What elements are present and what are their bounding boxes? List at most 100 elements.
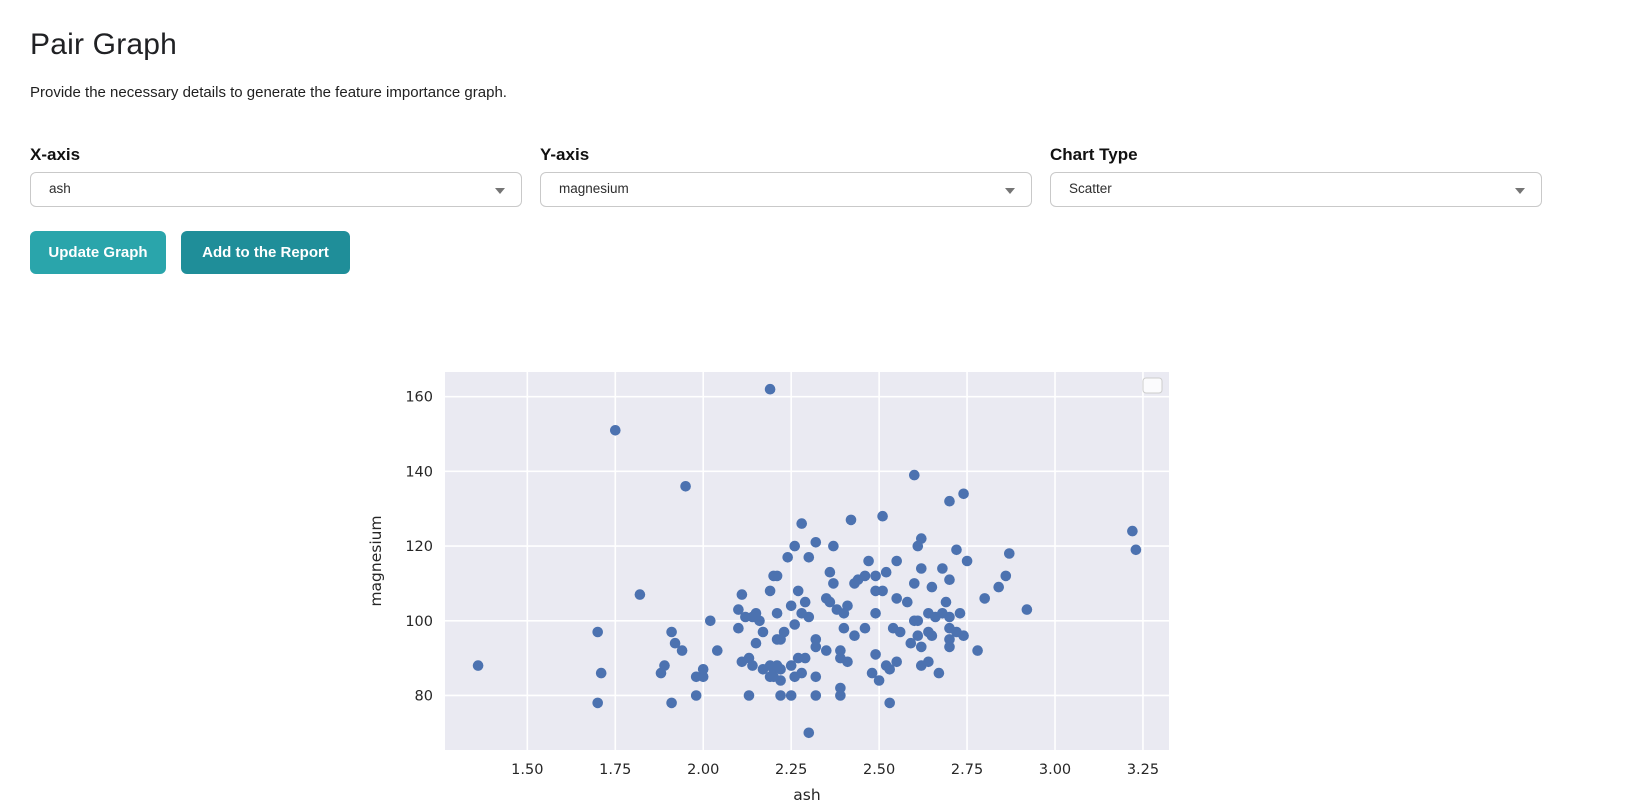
- data-point: [849, 578, 860, 589]
- data-point: [891, 656, 902, 668]
- data-point: [733, 622, 744, 634]
- data-point: [803, 611, 815, 623]
- data-point: [472, 660, 484, 671]
- x-tick-label: 1.75: [599, 762, 631, 778]
- data-point: [789, 619, 800, 630]
- data-point: [916, 641, 927, 653]
- data-point: [764, 383, 776, 395]
- data-point: [838, 622, 850, 634]
- chart-type-selected-value: Scatter: [1069, 181, 1112, 196]
- data-point: [690, 690, 702, 701]
- data-point: [884, 697, 895, 709]
- data-point: [743, 690, 755, 701]
- y-tick-label: 120: [405, 539, 433, 555]
- x-tick-label: 2.00: [687, 762, 719, 778]
- data-point: [926, 581, 938, 593]
- data-point: [849, 630, 860, 641]
- data-point: [835, 690, 846, 701]
- data-point: [838, 608, 850, 619]
- x-tick-label: 2.50: [863, 762, 895, 778]
- y-axis-title: magnesium: [367, 515, 385, 606]
- data-point: [944, 574, 955, 585]
- data-point: [944, 634, 955, 645]
- data-point: [873, 675, 885, 686]
- data-point: [775, 675, 786, 686]
- data-point: [712, 645, 723, 656]
- data-point: [705, 615, 716, 627]
- data-point: [754, 615, 765, 627]
- scatter-plot-svg: 1.50 1.75 2.00 2.25 2.50 2.75 3.00 3.25 80 100 120…: [367, 372, 1169, 804]
- data-point: [757, 626, 769, 638]
- y-tick-label: 100: [405, 614, 433, 630]
- scatter-chart: 1.50 1.75 2.00 2.25 2.50 2.75 3.00 3.25 80 100 120…: [355, 345, 1185, 805]
- data-point: [697, 664, 709, 675]
- data-point: [680, 481, 691, 492]
- data-point: [842, 656, 853, 668]
- data-point: [835, 682, 846, 694]
- data-point: [810, 690, 822, 701]
- data-point: [859, 570, 871, 582]
- data-point: [676, 645, 688, 656]
- data-point: [954, 608, 966, 619]
- data-point: [1004, 548, 1015, 559]
- data-point: [958, 630, 969, 641]
- data-point: [810, 641, 822, 653]
- data-point: [926, 630, 938, 641]
- data-point: [909, 578, 920, 589]
- legend-box: [1142, 377, 1163, 394]
- data-point: [785, 660, 797, 671]
- data-point: [736, 656, 748, 668]
- data-point: [912, 615, 924, 627]
- data-point: [866, 667, 878, 679]
- chart-type-select[interactable]: Scatter: [1050, 172, 1542, 207]
- data-point: [870, 570, 881, 582]
- data-point: [863, 555, 874, 567]
- data-point: [750, 637, 762, 649]
- update-graph-button[interactable]: Update Graph: [30, 231, 166, 274]
- data-point: [595, 667, 607, 679]
- data-point: [659, 660, 670, 671]
- data-point: [666, 697, 677, 709]
- data-point: [824, 596, 836, 608]
- data-point: [669, 637, 681, 649]
- data-point: [771, 608, 783, 619]
- data-point: [894, 626, 906, 638]
- data-point: [824, 566, 836, 578]
- data-point: [835, 645, 846, 656]
- data-point: [979, 593, 990, 604]
- data-point: [771, 570, 783, 582]
- data-point: [764, 585, 776, 597]
- data-point: [891, 555, 902, 567]
- y-tick-label: 80: [415, 688, 433, 704]
- data-point: [880, 566, 892, 578]
- data-point: [859, 622, 871, 634]
- add-to-report-button[interactable]: Add to the Report: [181, 231, 350, 274]
- data-point: [870, 608, 881, 619]
- data-point: [666, 626, 677, 638]
- data-point: [789, 540, 800, 552]
- x-axis-select[interactable]: ash: [30, 172, 522, 207]
- y-axis-select[interactable]: magnesium: [540, 172, 1032, 207]
- data-point: [961, 555, 973, 567]
- x-axis-selected-value: ash: [49, 181, 71, 196]
- x-tick-label: 2.25: [775, 762, 807, 778]
- data-point: [796, 667, 807, 679]
- data-point: [792, 585, 804, 597]
- data-point: [810, 537, 822, 548]
- data-point: [944, 495, 955, 507]
- data-point: [845, 514, 857, 526]
- x-tick-label: 3.00: [1039, 762, 1071, 778]
- data-point: [993, 581, 1004, 593]
- data-point: [912, 540, 924, 552]
- data-point: [803, 727, 815, 739]
- x-axis-label: X-axis: [30, 145, 81, 164]
- data-point: [944, 641, 955, 653]
- data-point: [1021, 604, 1033, 615]
- data-point: [877, 585, 888, 597]
- data-point: [592, 626, 603, 638]
- x-axis-title: ash: [793, 786, 820, 804]
- x-tick-label: 1.50: [511, 762, 543, 778]
- data-point: [747, 660, 758, 671]
- y-axis-label: Y-axis: [540, 145, 590, 164]
- data-point: [944, 611, 955, 623]
